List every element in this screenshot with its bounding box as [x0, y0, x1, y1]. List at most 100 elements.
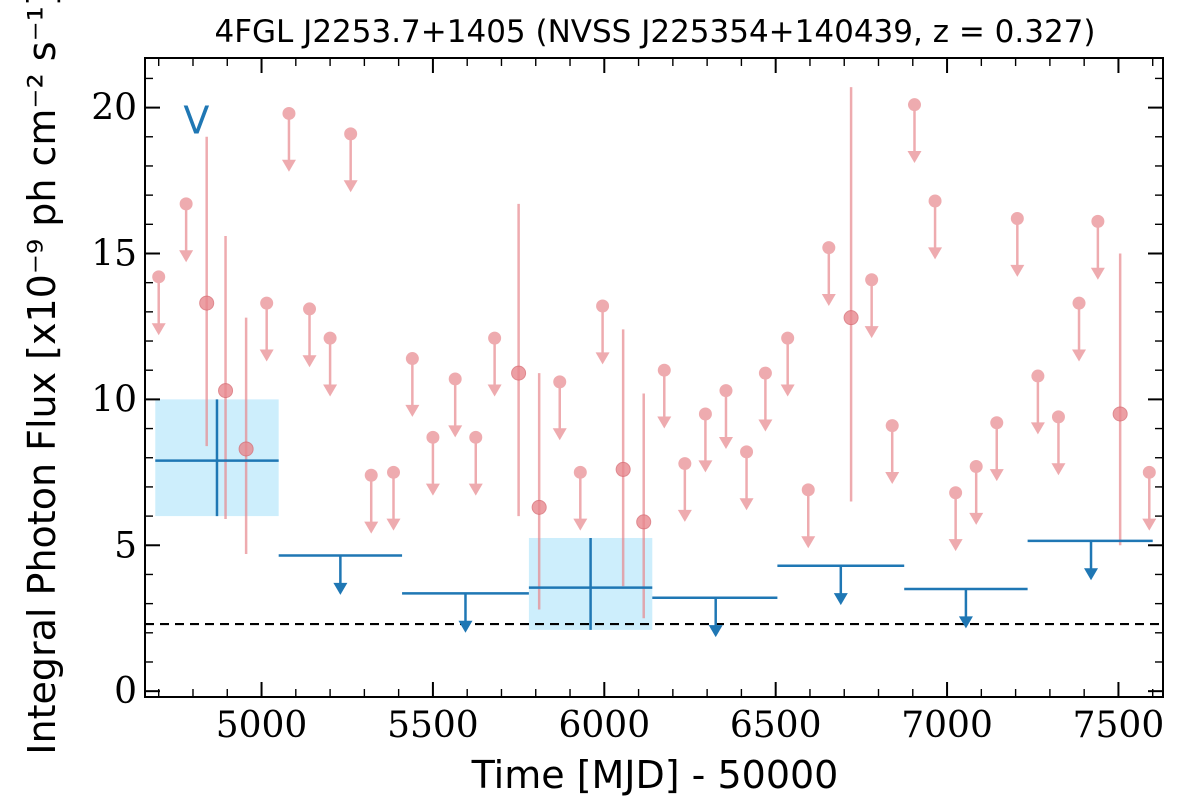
upper-limit-marker: [969, 459, 983, 473]
short-bin-upper-limit-18: [677, 457, 692, 522]
short-bin-upper-limit-7: [364, 468, 379, 534]
short-bin-upper-limit-22: [758, 366, 773, 432]
short-bin-upper-limit-23: [780, 331, 795, 397]
upper-limit-marker: [949, 486, 963, 500]
upper-limit-arrow: [405, 404, 420, 417]
x-tick-label: 6500: [730, 705, 822, 746]
upper-limit-arrow: [151, 323, 166, 336]
short-bin-upper-limit-16: [595, 299, 610, 365]
short-bin-detection-5: [615, 329, 631, 587]
short-bin-upper-limit-26: [864, 273, 879, 339]
upper-limit-arrow: [948, 539, 963, 552]
upper-limit-marker: [990, 416, 1004, 430]
upper-limit-marker: [781, 331, 795, 345]
upper-limit-arrow: [1010, 264, 1025, 277]
upper-limit-arrow: [573, 518, 588, 531]
short-bin-upper-limit-24: [801, 483, 816, 549]
detection-marker: [615, 461, 631, 477]
upper-limit-arrow: [958, 616, 973, 629]
short-bin-upper-limit-37: [1090, 214, 1105, 280]
upper-limit-arrow: [708, 625, 723, 638]
long-bin-upper-limit-1: [402, 592, 529, 633]
short-bin-upper-limit-0: [151, 270, 166, 336]
short-bin-upper-limit-8: [386, 465, 401, 531]
short-bin-upper-limit-33: [1010, 211, 1025, 277]
chart-title: 4FGL J2253.7+1405 (NVSS J225354+140439, …: [214, 14, 1095, 50]
long-bin-detection-0: [155, 399, 279, 517]
y-tick-label: 20: [91, 88, 137, 129]
plot-frame: [144, 57, 1164, 698]
upper-limit-arrow: [885, 472, 900, 484]
short-bin-upper-limit-38: [1142, 465, 1157, 531]
upper-limit-arrow: [1051, 463, 1066, 476]
upper-limit-arrow: [458, 620, 473, 633]
long-bin-upper-limit-0: [278, 554, 403, 595]
upper-limit-marker: [405, 352, 419, 366]
upper-limit-arrow: [1072, 349, 1087, 362]
upper-limit-arrow: [821, 294, 836, 307]
panel-annotation: V: [183, 98, 209, 142]
upper-limit-marker: [303, 302, 317, 316]
upper-limit-marker: [364, 468, 378, 482]
upper-limit-arrow: [1030, 422, 1045, 435]
upper-limit-arrow: [281, 159, 296, 172]
upper-limit-arrow: [323, 384, 338, 397]
short-bin-upper-limit-4: [302, 302, 317, 368]
upper-limit-marker: [1010, 211, 1024, 225]
upper-limit-marker: [698, 407, 712, 421]
short-bin-detection-8: [1112, 253, 1128, 546]
short-bin-upper-limit-25: [821, 241, 836, 307]
upper-limit-marker: [1142, 465, 1156, 479]
upper-limit-marker: [1051, 410, 1065, 424]
upper-limit-marker: [657, 363, 671, 377]
upper-limit-marker: [758, 366, 772, 380]
upper-limit-arrow: [989, 469, 1004, 482]
short-bin-upper-limit-20: [718, 384, 733, 449]
upper-limit-arrow: [657, 416, 672, 429]
upper-limit-marker: [822, 241, 836, 255]
upper-limit-arrow: [698, 460, 713, 473]
long-bin-upper-limit-5: [1027, 539, 1153, 581]
short-bin-upper-limit-35: [1051, 410, 1066, 476]
upper-limit-marker: [387, 465, 401, 479]
short-bin-upper-limit-10: [425, 430, 440, 496]
x-tick-label: 7000: [901, 705, 993, 746]
short-bin-upper-limit-14: [552, 375, 567, 441]
upper-limit-marker: [1072, 296, 1086, 310]
short-bin-upper-limit-12: [468, 430, 483, 496]
detection-marker: [218, 383, 234, 399]
upper-limit-arrow: [552, 428, 567, 441]
detection-marker: [843, 310, 859, 326]
detection-marker: [238, 441, 254, 457]
long-bin-upper-limit-3: [777, 564, 905, 606]
short-bin-upper-limit-2: [281, 106, 296, 172]
detection-marker: [1112, 406, 1128, 422]
upper-limit-arrow: [448, 425, 463, 438]
y-tick-label: 15: [91, 233, 137, 274]
upper-limit-marker: [448, 372, 462, 386]
short-bin-detection-2: [238, 317, 254, 555]
long-bin-upper-limit-2: [652, 596, 778, 638]
short-bin-upper-limit-3: [259, 296, 274, 362]
short-bin-upper-limit-9: [405, 352, 420, 417]
upper-limit-arrow: [801, 536, 816, 549]
upper-limit-marker: [1031, 369, 1045, 383]
upper-limit-arrow: [302, 355, 317, 368]
x-tick-label: 6000: [558, 705, 650, 746]
short-bin-detection-0: [199, 136, 215, 447]
y-tick-label: 5: [114, 525, 137, 566]
detection-marker: [511, 365, 527, 381]
upper-limit-marker: [740, 445, 754, 459]
upper-limit-arrow: [907, 151, 922, 164]
short-bin-upper-limit-11: [448, 372, 463, 438]
upper-limit-arrow: [386, 518, 401, 531]
x-tick-label: 5500: [387, 705, 479, 746]
short-bin-upper-limit-28: [907, 98, 922, 164]
upper-limit-marker: [678, 457, 692, 471]
long-bin-upper-limit-4: [904, 587, 1028, 629]
upper-limit-arrow: [364, 521, 379, 534]
upper-limit-arrow: [928, 247, 943, 260]
long-bin-detection-1: [528, 537, 653, 630]
upper-limit-arrow: [487, 384, 502, 397]
